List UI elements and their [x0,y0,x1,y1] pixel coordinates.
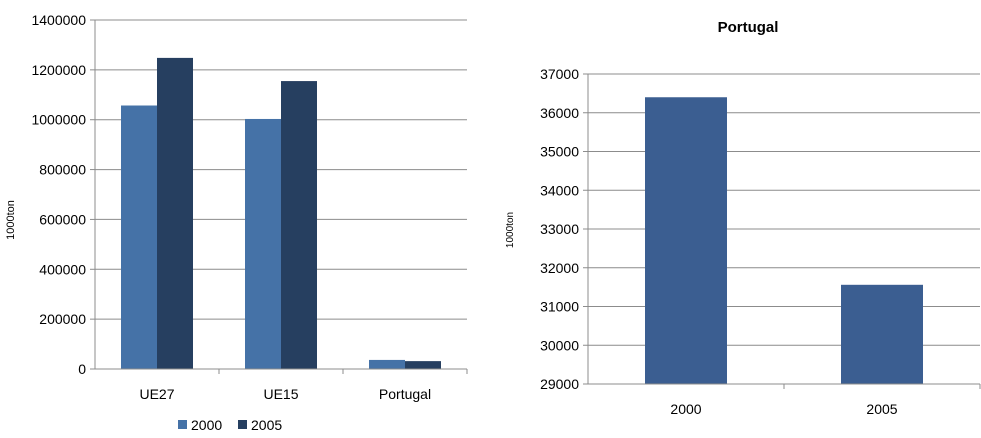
y-tick-label: 0 [78,361,86,377]
y-tick-label: 200000 [39,311,86,327]
bar-2000-value [645,97,727,384]
y-tick-label: 800000 [39,162,86,178]
y-tick-label: 600000 [39,211,86,227]
bar-ue15-2000 [245,118,281,369]
legend-swatch [178,420,187,429]
y-tick-label: 1400000 [31,12,86,28]
bar-ue15-2005 [281,81,317,369]
x-tick-label: UE15 [263,386,298,402]
y-tick-label: 1000000 [31,112,86,128]
bar-2005-value [841,284,923,384]
y-tick-label: 30000 [540,337,579,353]
y-tick-label: 31000 [540,299,579,315]
y-tick-label: 1200000 [31,62,86,78]
chart-eu-comparison: 0 200000 400000 600000 800000 1000000 1200000 1… [5,12,468,433]
legend-item: 2005 [238,417,282,433]
y-tick-label: 37000 [540,66,579,82]
y-axis-label: 1000ton [5,200,17,240]
y-tick-label: 35000 [540,144,579,160]
chart-title: Portugal [718,19,779,36]
y-tick-label: 34000 [540,182,579,198]
legend-item: 2000 [178,417,222,433]
y-tick-label: 29000 [540,376,579,392]
y-tick-label: 36000 [540,105,579,121]
legend-swatch [238,420,247,429]
legend-label: 2000 [191,417,222,433]
bar-ue27-2000 [121,105,157,369]
bar-portugal-2000 [369,359,405,369]
legend: 2000 2005 [178,417,282,433]
x-tick-label: 2005 [866,401,897,417]
legend-label: 2005 [251,417,282,433]
bar-portugal-2005 [405,361,441,369]
bar-ue27-2005 [157,57,193,370]
x-tick-label: Portugal [379,386,431,402]
y-axis-label: 1000ton [505,212,516,248]
x-tick-label: UE27 [139,386,174,402]
y-tick-label: 400000 [39,261,86,277]
x-tick-label: 2000 [670,401,701,417]
y-tick-label: 32000 [540,260,579,276]
chart-portugal: Portugal 29000 30000 31000 32000 33000 34000 3… [505,19,981,417]
y-tick-label: 33000 [540,221,579,237]
